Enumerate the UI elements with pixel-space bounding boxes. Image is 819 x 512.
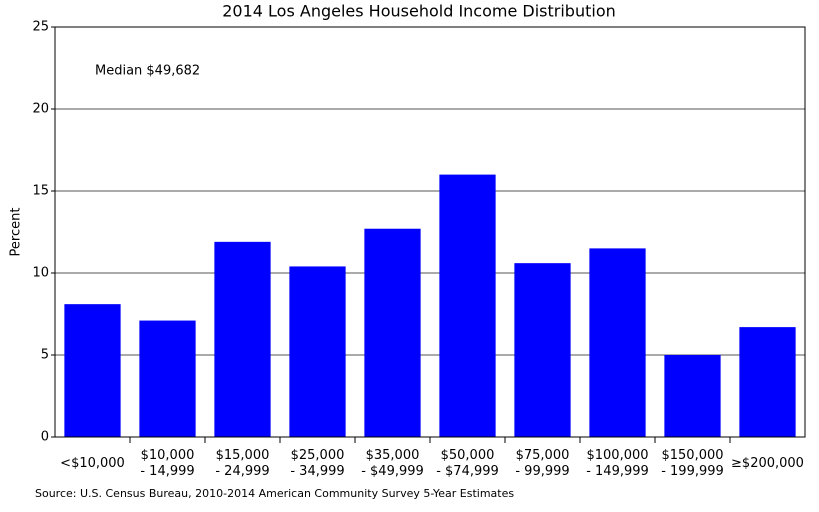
x-tick-label: $75,000- 99,999 xyxy=(515,448,569,479)
y-tick-label: 5 xyxy=(41,348,49,363)
y-tick-label: 15 xyxy=(32,184,49,199)
bar xyxy=(439,174,496,437)
x-tick-label: $50,000- $74,999 xyxy=(436,448,499,479)
x-tick-label: $15,000- 24,999 xyxy=(215,448,269,479)
bar xyxy=(739,327,796,437)
x-tick-label: <$10,000 xyxy=(60,456,125,471)
bar xyxy=(364,228,421,437)
x-tick-label: $10,000- 14,999 xyxy=(140,448,194,479)
bar xyxy=(214,241,271,437)
bar xyxy=(289,266,346,437)
x-tick-label: ≥$200,000 xyxy=(731,456,804,471)
plot-frame xyxy=(54,26,806,438)
bar xyxy=(139,320,196,437)
y-tick-label: 10 xyxy=(32,266,49,281)
source-note: Source: U.S. Census Bureau, 2010-2014 Am… xyxy=(35,487,514,500)
y-tick-label: 0 xyxy=(41,430,49,445)
x-tick-label: $150,000- 199,999 xyxy=(661,448,724,479)
bar xyxy=(664,355,721,437)
y-axis-label: Percent xyxy=(9,208,24,257)
y-tick-label: 20 xyxy=(32,102,49,117)
chart-title: 2014 Los Angeles Household Income Distri… xyxy=(222,2,616,21)
y-tick-label: 25 xyxy=(32,20,49,35)
x-tick-label: $100,000- 149,999 xyxy=(586,448,649,479)
x-tick-label: $35,000- $49,999 xyxy=(361,448,424,479)
annotation: Median $49,682 xyxy=(95,64,200,79)
x-tick-label: $25,000- 34,999 xyxy=(290,448,344,479)
bar xyxy=(589,248,646,437)
bar xyxy=(514,263,571,437)
bar xyxy=(64,304,121,437)
